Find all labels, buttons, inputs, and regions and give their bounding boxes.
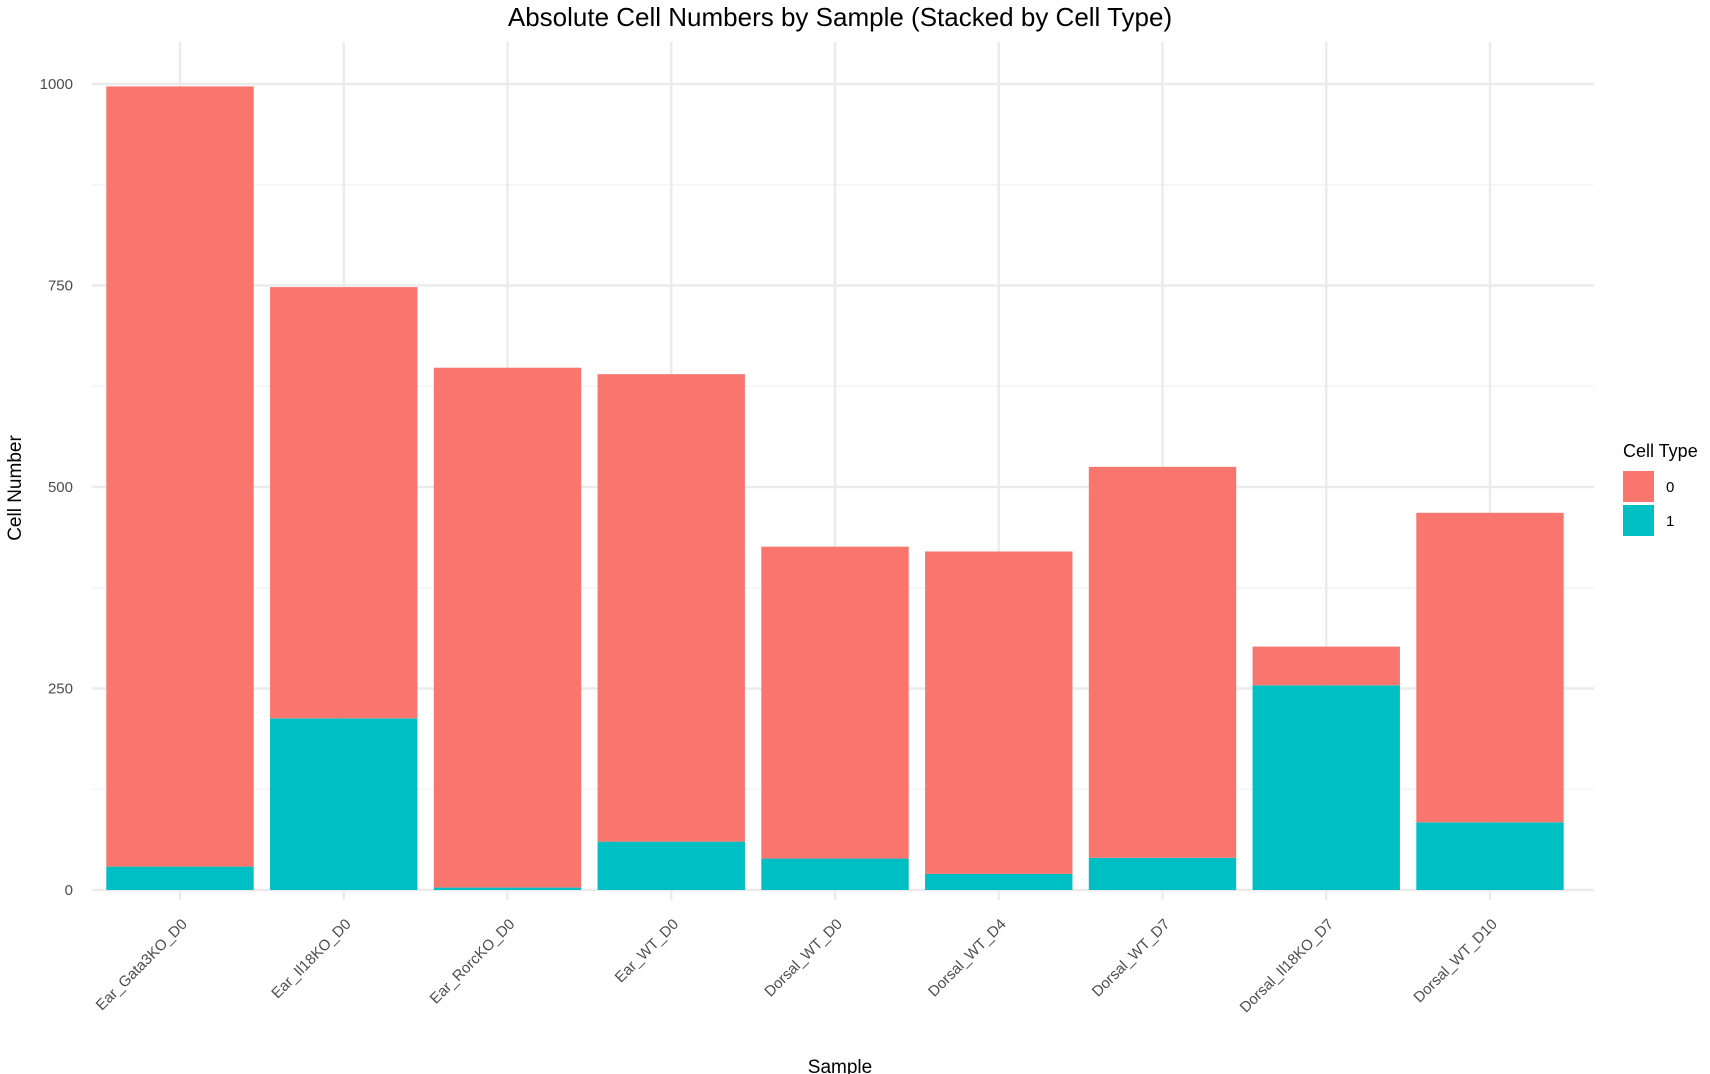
bar-segment-celltype-0-Ear_RorcKO_D0 bbox=[433, 367, 582, 888]
x-tick-label: Dorsal_WT_D7 bbox=[1089, 916, 1174, 1001]
bar-segment-celltype-1-Dorsal_WT_D10 bbox=[1416, 822, 1564, 890]
y-tick-label: 0 bbox=[65, 882, 73, 899]
y-tick-label: 500 bbox=[48, 479, 73, 496]
y-tick-label: 1000 bbox=[40, 76, 73, 93]
bar-segment-celltype-1-Dorsal_WT_D7 bbox=[1088, 857, 1237, 890]
bar-segment-celltype-1-Dorsal_Il18KO_D7 bbox=[1252, 685, 1400, 890]
legend-key-1 bbox=[1623, 505, 1654, 536]
x-tick-label: Ear_RorcKO_D0 bbox=[427, 916, 519, 1008]
y-axis-title: Cell Number bbox=[5, 435, 26, 541]
x-tick-label: Ear_WT_D0 bbox=[612, 916, 682, 986]
bars bbox=[106, 86, 1564, 890]
bar-segment-celltype-0-Dorsal_WT_D4 bbox=[925, 551, 1073, 874]
chart-title: Absolute Cell Numbers by Sample (Stacked… bbox=[508, 2, 1172, 32]
bar-segment-celltype-1-Ear_Il18KO_D0 bbox=[270, 718, 418, 890]
y-tick-label: 750 bbox=[48, 278, 73, 295]
x-tick-label: Dorsal_WT_D10 bbox=[1410, 916, 1500, 1006]
legend-key-0 bbox=[1623, 471, 1654, 502]
x-tick-label: Dorsal_Il18KO_D7 bbox=[1237, 916, 1337, 1016]
bar-segment-celltype-0-Ear_WT_D0 bbox=[597, 374, 745, 842]
bar-segment-celltype-0-Ear_Gata3KO_D0 bbox=[106, 86, 254, 867]
x-axis-ticks: Ear_Gata3KO_D0 Ear_Il18KO_D0 Ear_RorcKO_D0… bbox=[93, 916, 1501, 1016]
bar-segment-celltype-1-Dorsal_WT_D0 bbox=[761, 858, 909, 890]
bar-segment-celltype-1-Ear_RorcKO_D0 bbox=[433, 887, 582, 890]
x-tick-label: Dorsal_WT_D0 bbox=[761, 916, 846, 1001]
legend-title: Cell Type bbox=[1623, 441, 1698, 461]
legend-label-0: 0 bbox=[1666, 479, 1674, 496]
bar-segment-celltype-0-Dorsal_WT_D0 bbox=[761, 546, 909, 859]
legend-label-1: 1 bbox=[1666, 513, 1674, 530]
x-axis-title: Sample bbox=[808, 1057, 872, 1074]
bar-segment-celltype-0-Ear_Il18KO_D0 bbox=[270, 287, 418, 719]
x-tick-label: Ear_Gata3KO_D0 bbox=[93, 916, 191, 1014]
bar-segment-celltype-1-Dorsal_WT_D4 bbox=[925, 873, 1073, 890]
bar-segment-celltype-1-Ear_Gata3KO_D0 bbox=[106, 866, 254, 890]
y-tick-label: 250 bbox=[48, 681, 73, 698]
bar-segment-celltype-0-Dorsal_WT_D10 bbox=[1416, 512, 1564, 823]
x-tick-label: Dorsal_WT_D4 bbox=[925, 916, 1010, 1001]
y-axis-ticks: 0 250 500 750 1000 bbox=[40, 76, 73, 899]
legend: Cell Type 0 1 bbox=[1623, 441, 1698, 536]
bar-segment-celltype-0-Dorsal_WT_D7 bbox=[1088, 466, 1237, 858]
bar-segment-celltype-1-Ear_WT_D0 bbox=[597, 841, 745, 890]
x-tick-label: Ear_Il18KO_D0 bbox=[268, 916, 354, 1002]
bar-segment-celltype-0-Dorsal_Il18KO_D7 bbox=[1252, 646, 1400, 686]
